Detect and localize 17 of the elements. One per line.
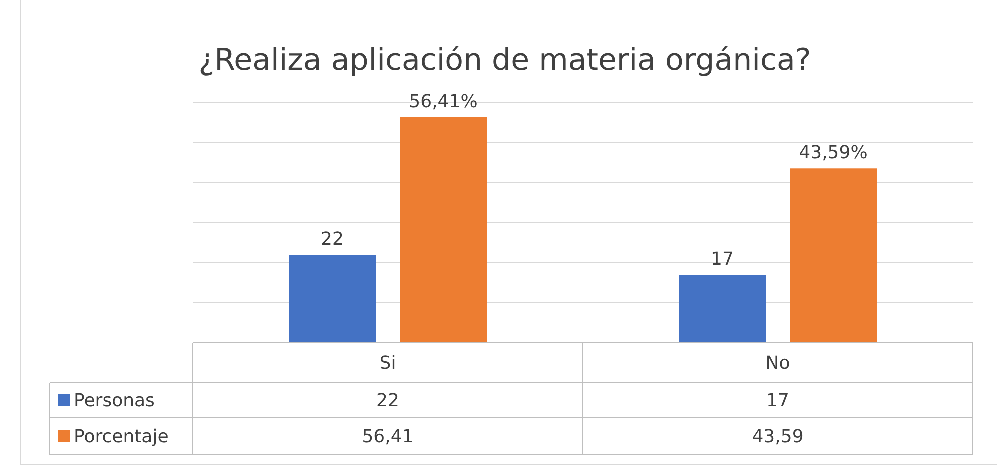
bar xyxy=(679,275,766,343)
legend-label: Personas xyxy=(74,390,155,412)
bar xyxy=(289,255,376,343)
bar xyxy=(400,117,487,343)
x-tick-label: No xyxy=(766,353,790,374)
data-label: 56,41% xyxy=(409,91,478,112)
data-label: 22 xyxy=(321,229,344,250)
x-tick-label: Si xyxy=(380,353,396,374)
text: 17 xyxy=(766,390,790,412)
text: 43,59 xyxy=(752,426,804,448)
data-label: 17 xyxy=(711,249,734,270)
data-label: 43,59% xyxy=(799,142,868,164)
legend-label: Porcentaje xyxy=(74,426,169,448)
text: 22 xyxy=(376,390,400,412)
text: 56,41 xyxy=(362,426,414,448)
chart-title: ¿Realiza aplicación de materia orgánica? xyxy=(198,43,812,78)
bar xyxy=(790,168,877,343)
